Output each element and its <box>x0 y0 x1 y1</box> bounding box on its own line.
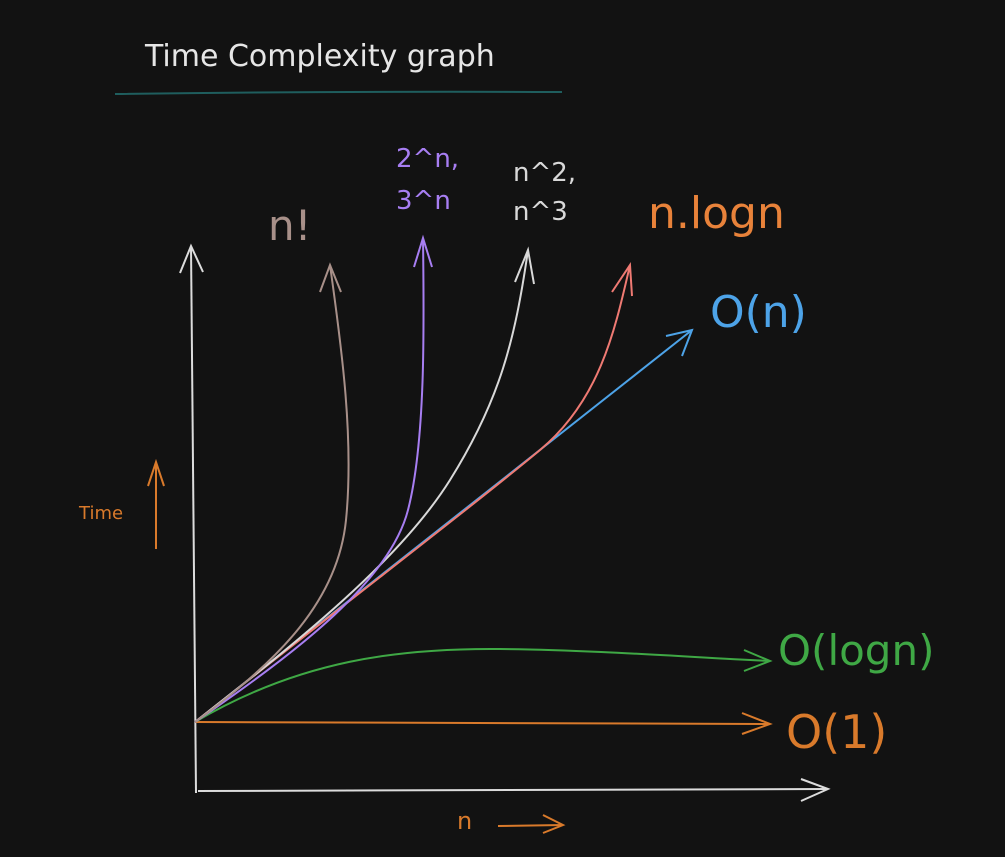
curve-polynomial <box>194 246 535 723</box>
x-axis-label: n <box>457 807 566 835</box>
y-axis-label: Time <box>78 458 165 549</box>
x-axis-label-text: n <box>457 807 472 835</box>
label-polynomial: n^2, n^3 <box>513 158 584 227</box>
title-underline <box>114 90 563 95</box>
label-nlogn: n.logn <box>648 188 785 239</box>
diagram-title: Time Complexity graph <box>144 39 495 74</box>
y-axis-label-arrow <box>147 458 165 549</box>
x-axis <box>197 778 831 802</box>
label-polynomial-line-2: n^3 <box>513 197 568 227</box>
curve-logarithmic <box>194 647 773 723</box>
label-linear: O(n) <box>710 287 807 338</box>
label-polynomial-line-1: n^2, <box>513 158 576 188</box>
label-exponential-line-1: 2^n, <box>396 144 459 174</box>
x-axis-label-arrow <box>497 814 566 834</box>
curve-factorial <box>194 262 350 723</box>
curve-nlogn <box>194 261 633 723</box>
y-axis <box>179 243 204 794</box>
label-factorial: n! <box>268 201 311 250</box>
curve-exponential <box>194 234 433 723</box>
label-exponential-line-2: 3^n <box>396 186 451 216</box>
curve-constant <box>194 712 773 735</box>
label-logarithmic: O(logn) <box>778 626 934 675</box>
y-axis-label-text: Time <box>78 503 123 524</box>
label-constant: O(1) <box>786 705 887 759</box>
label-exponential: 2^n, 3^n <box>396 144 467 216</box>
